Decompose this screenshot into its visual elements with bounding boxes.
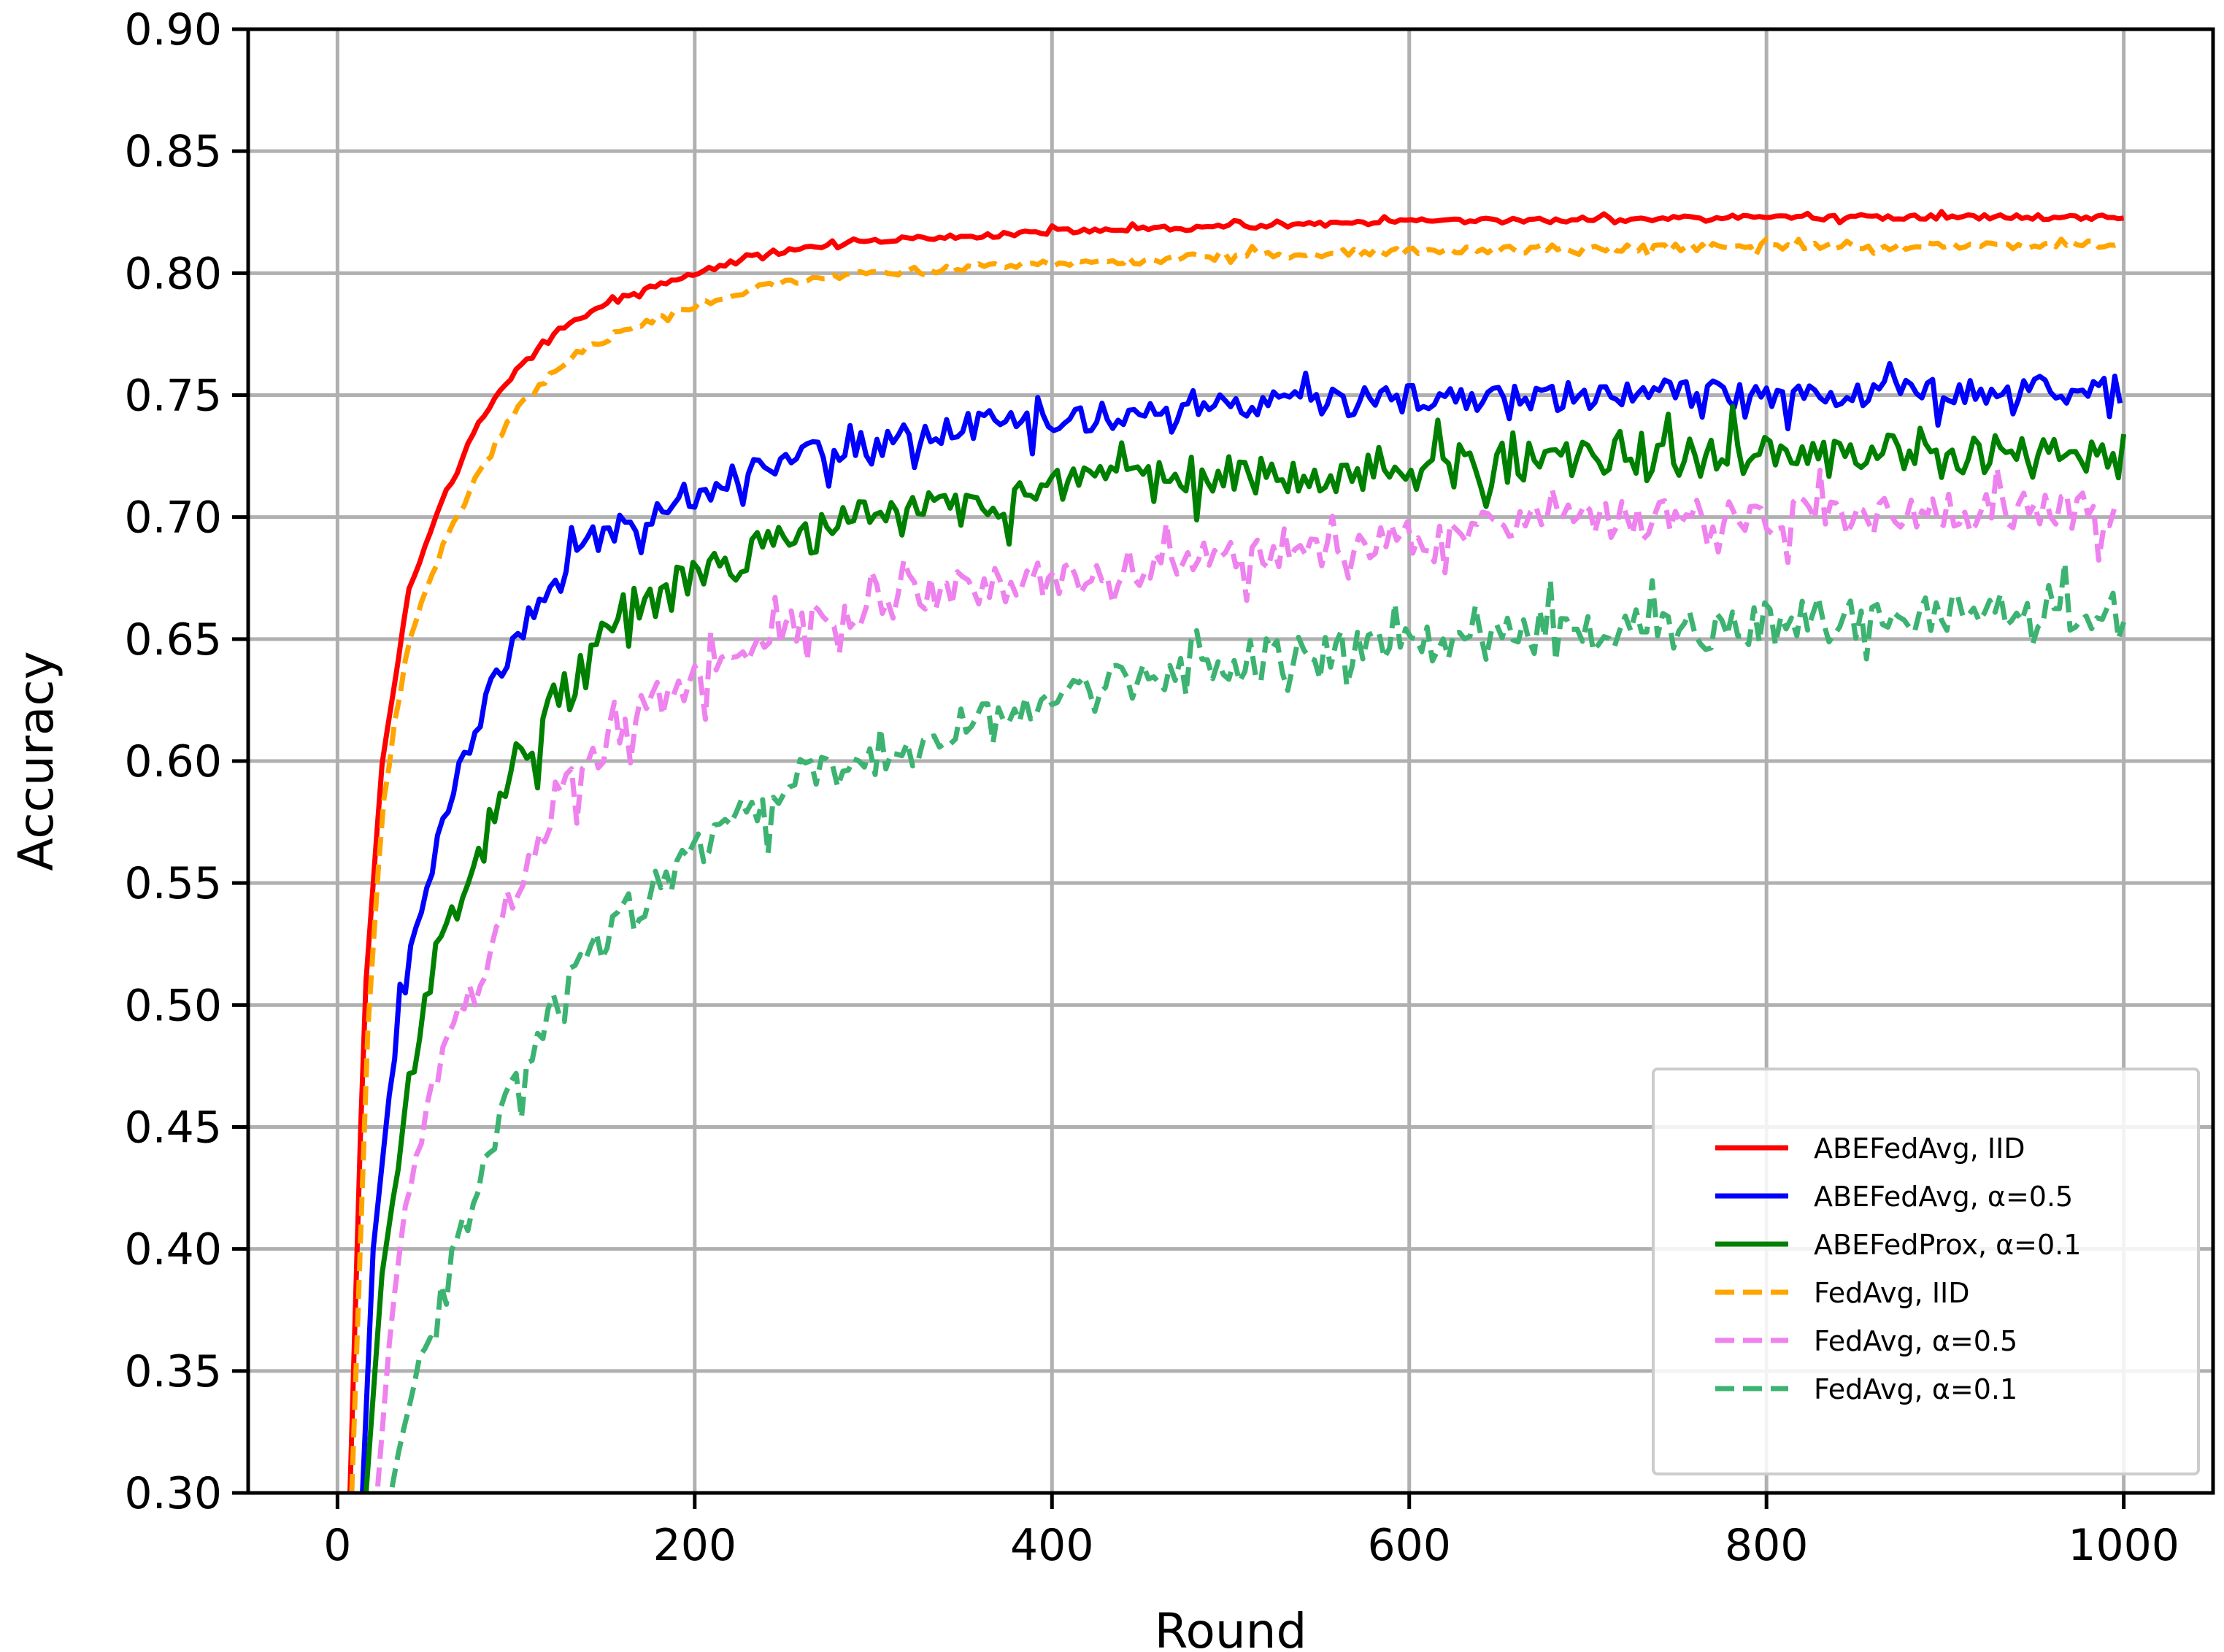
y-tick-label: 0.50 [124, 980, 222, 1031]
y-tick-label: 0.30 [124, 1468, 222, 1519]
x-tick-label: 600 [1367, 1520, 1451, 1571]
x-tick-label: 0 [323, 1520, 351, 1571]
ticks: 0 200 400 600 800 1000 0.30 0.35 0.40 0.45 0.50 0.5… [124, 4, 2179, 1571]
y-tick-label: 0.80 [124, 248, 222, 299]
legend-label-3: ABEFedProx, α=0.1 [1814, 1229, 2081, 1261]
series-line-5 [374, 466, 2121, 1493]
legend-label-1: ABEFedAvg, IID [1814, 1132, 2025, 1165]
x-tick-label: 800 [1725, 1520, 1809, 1571]
y-tick-label: 0.40 [124, 1224, 222, 1275]
legend-box [1652, 1068, 2200, 1475]
x-tick-label: 1000 [2068, 1520, 2179, 1571]
series-line-1 [347, 209, 2124, 1493]
y-tick-label: 0.75 [124, 371, 222, 422]
y-tick-label: 0.60 [124, 736, 222, 787]
legend-label-4: FedAvg, IID [1814, 1277, 1970, 1309]
legend: ABEFedAvg, IID ABEFedAvg, α=0.5 ABEFedProx… [1652, 1068, 2200, 1475]
y-tick-label: 0.35 [124, 1346, 222, 1397]
y-tick-label: 0.55 [124, 858, 222, 909]
grid [248, 27, 2213, 1495]
y-tick-label: 0.90 [124, 4, 222, 55]
series-line-4 [349, 236, 2121, 1493]
y-tick-label: 0.70 [124, 493, 222, 544]
legend-label-2: ABEFedAvg, α=0.5 [1814, 1181, 2073, 1213]
x-tick-label: 400 [1010, 1520, 1094, 1571]
series-layer [347, 209, 2127, 1493]
series-line-6 [388, 560, 2126, 1493]
series-line-2 [360, 360, 2123, 1493]
x-axis-label: Round [1155, 1603, 1307, 1652]
x-tick-label: 200 [653, 1520, 737, 1571]
legend-label-6: FedAvg, α=0.1 [1814, 1373, 2017, 1405]
y-axis-label: Accuracy [8, 651, 64, 871]
y-tick-label: 0.65 [124, 614, 222, 665]
legend-label-5: FedAvg, α=0.5 [1814, 1325, 2017, 1357]
series-line-3 [363, 404, 2127, 1493]
y-tick-label: 0.45 [124, 1103, 222, 1154]
y-tick-label: 0.85 [124, 126, 222, 177]
